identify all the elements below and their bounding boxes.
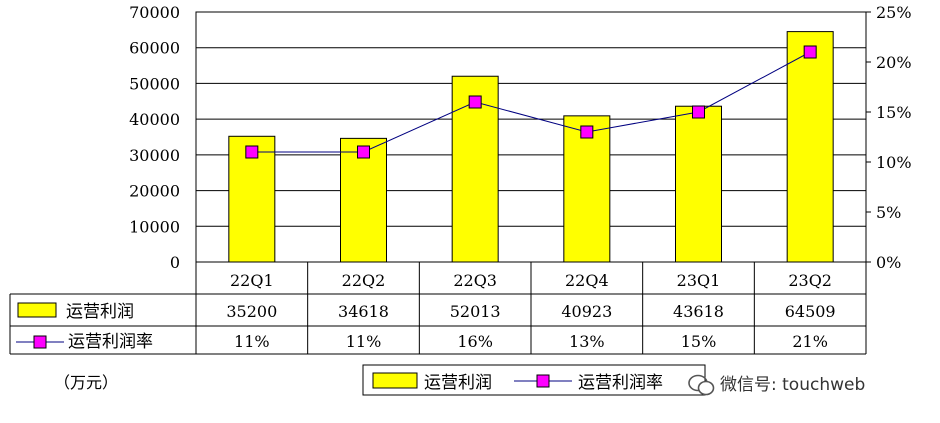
y-right-tick-label: 20% bbox=[876, 53, 912, 72]
table-value: 35200 bbox=[226, 302, 277, 321]
table-row-label: 运营利润率 bbox=[68, 332, 153, 352]
y-right-tick-label: 0% bbox=[876, 253, 901, 272]
y-left-tick-label: 40000 bbox=[129, 110, 180, 129]
bar bbox=[786, 31, 834, 263]
y-left-tick-label: 30000 bbox=[129, 146, 180, 165]
legend-bar-swatch bbox=[372, 372, 418, 389]
table-value: 16% bbox=[457, 332, 493, 351]
grid-lines bbox=[196, 11, 866, 263]
axes: 0 10000 20000 30000 40000 50000 60000 70000 0% 5%… bbox=[129, 3, 911, 272]
table-row-label: 运营利润 bbox=[66, 302, 134, 322]
watermark-text: 微信号: touchweb bbox=[720, 375, 865, 395]
table-value: 13% bbox=[569, 332, 605, 351]
unit-label: （万元） bbox=[54, 373, 118, 392]
table-value: 43618 bbox=[673, 302, 724, 321]
table-value: 11% bbox=[234, 332, 270, 351]
y-right-tick-label: 10% bbox=[876, 153, 912, 172]
table-value: 34618 bbox=[338, 302, 389, 321]
legend-label: 运营利润 bbox=[424, 373, 492, 393]
legend-marker-swatch bbox=[536, 374, 550, 388]
point-marker bbox=[357, 145, 370, 159]
data-table: 22Q1 22Q2 22Q3 22Q4 23Q1 23Q2 运营利润 35200 34618 52… bbox=[9, 262, 867, 355]
table-value: 21% bbox=[792, 332, 828, 351]
table-value: 64509 bbox=[785, 302, 836, 321]
x-category-label: 23Q2 bbox=[788, 271, 832, 290]
table-bar-swatch bbox=[17, 302, 57, 318]
table-value: 52013 bbox=[450, 302, 501, 321]
x-category-label: 22Q1 bbox=[230, 271, 274, 290]
legend-box bbox=[362, 364, 706, 396]
table-value: 15% bbox=[681, 332, 717, 351]
bar bbox=[340, 137, 387, 263]
bar-series bbox=[228, 31, 834, 263]
plot-area-border bbox=[195, 11, 867, 263]
table-value: 40923 bbox=[561, 302, 612, 321]
y-left-tick-label: 0 bbox=[170, 253, 180, 272]
bar bbox=[563, 115, 611, 263]
series-line bbox=[251, 51, 811, 153]
legend-label: 运营利润率 bbox=[578, 373, 663, 393]
point-marker bbox=[580, 125, 594, 139]
x-category-label: 22Q3 bbox=[453, 271, 497, 290]
table-marker-swatch bbox=[33, 335, 47, 349]
y-left-tick-label: 60000 bbox=[129, 39, 180, 58]
x-category-label: 22Q2 bbox=[342, 271, 386, 290]
x-category-label: 23Q1 bbox=[677, 271, 721, 290]
point-marker bbox=[468, 95, 482, 109]
bar bbox=[675, 105, 722, 263]
y-left-tick-label: 20000 bbox=[129, 182, 180, 201]
wechat-icon bbox=[688, 374, 715, 396]
x-category-label: 22Q4 bbox=[565, 271, 609, 290]
y-left-tick-label: 10000 bbox=[129, 217, 180, 236]
point-marker bbox=[245, 145, 259, 159]
y-right-tick-label: 25% bbox=[876, 3, 912, 22]
y-right-tick-label: 5% bbox=[876, 203, 901, 222]
legend: 运营利润 运营利润率 bbox=[362, 364, 706, 396]
y-right-tick-label: 15% bbox=[876, 103, 912, 122]
y-left-tick-label: 50000 bbox=[129, 74, 180, 93]
line-series bbox=[245, 45, 817, 159]
point-marker bbox=[692, 105, 705, 119]
y-left-tick-label: 70000 bbox=[129, 3, 180, 22]
table-value: 11% bbox=[346, 332, 382, 351]
watermark: 微信号: touchweb bbox=[688, 374, 865, 396]
point-marker bbox=[803, 45, 817, 59]
